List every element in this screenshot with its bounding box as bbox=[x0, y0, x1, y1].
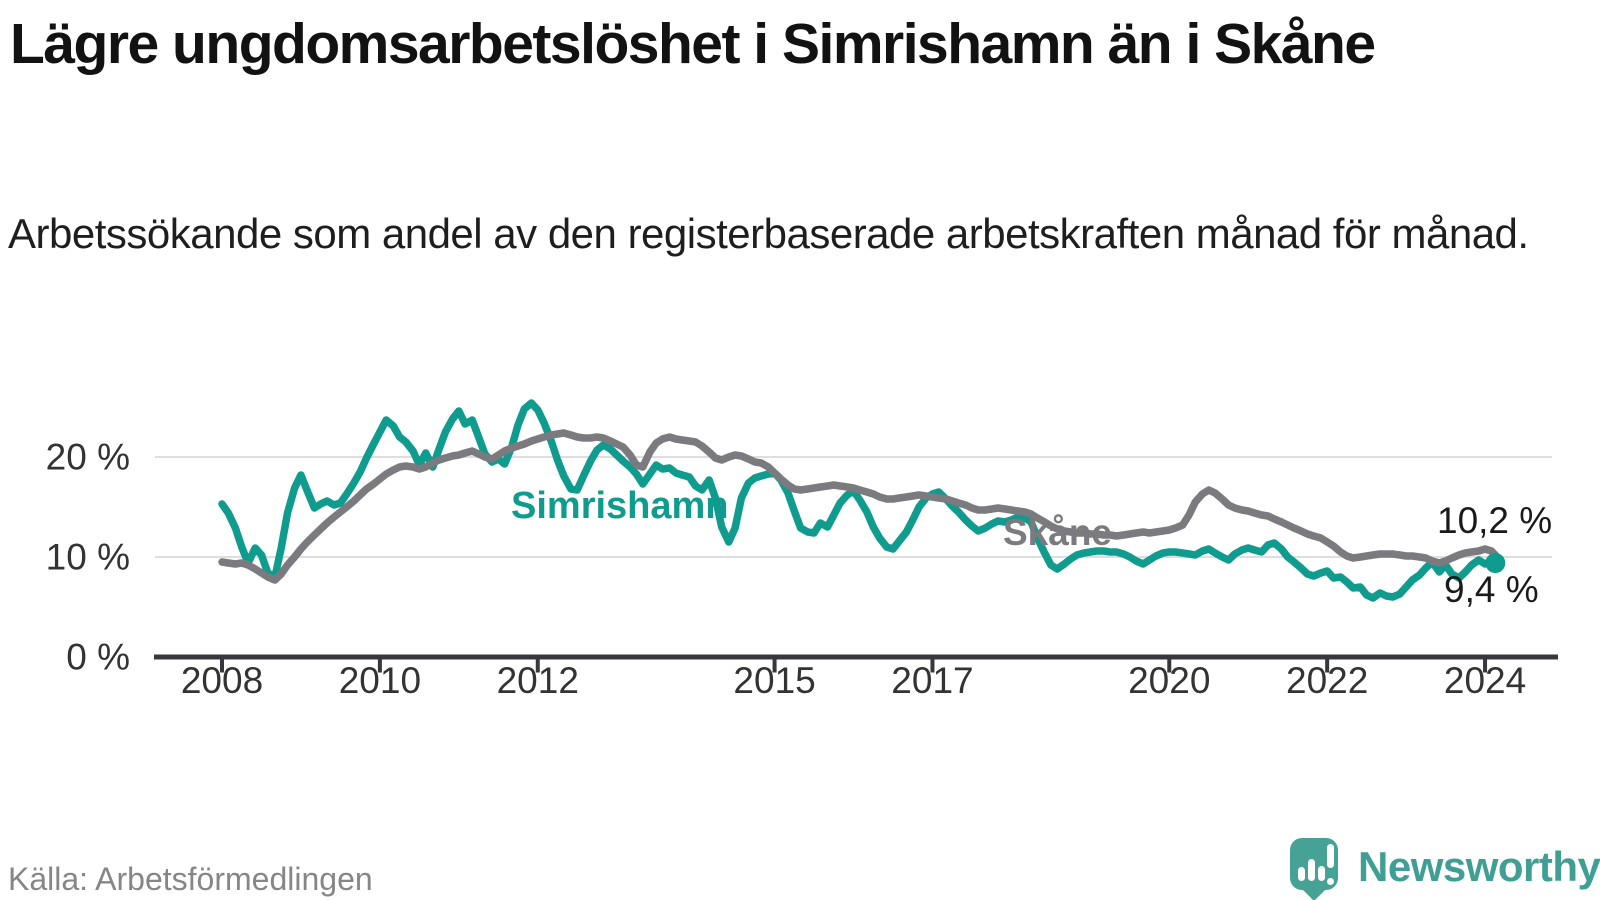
page-title: Lägre ungdomsarbetslöshet i Simrishamn ä… bbox=[10, 12, 1376, 76]
x-tick-2015 bbox=[772, 659, 777, 673]
logo-bar-1 bbox=[1298, 867, 1305, 881]
chart-subtitle: Arbetssökande som andel av den registerb… bbox=[8, 210, 1529, 257]
logo-exclamation-bar bbox=[1327, 844, 1334, 868]
newsworthy-logo: Newsworthy bbox=[1290, 838, 1600, 900]
x-axis-label-2022: 2022 bbox=[1286, 660, 1368, 701]
x-tick-2010 bbox=[377, 659, 382, 673]
logo-bar-2 bbox=[1308, 859, 1315, 881]
x-axis-label-2008: 2008 bbox=[181, 660, 263, 701]
x-axis-label-2010: 2010 bbox=[339, 660, 421, 701]
x-tick-2008 bbox=[220, 659, 224, 673]
end-value-label-skane: 10,2 % bbox=[1437, 500, 1553, 541]
bar-chart-pin-icon bbox=[1290, 838, 1338, 900]
x-tick-2012 bbox=[535, 659, 540, 673]
y-axis-label-10: 10 % bbox=[46, 537, 130, 578]
x-axis-label-2020: 2020 bbox=[1128, 660, 1210, 701]
logo-bar-3 bbox=[1318, 866, 1325, 881]
chart-plot-area: 0 % 10 % 20 % 2008 2010 2012 2015 2017 2020 2022 2… bbox=[46, 399, 1558, 701]
end-dot-simrishamn bbox=[1485, 553, 1506, 573]
series-label-simrishamn: Simrishamn bbox=[511, 485, 729, 527]
x-axis-line bbox=[154, 654, 1558, 660]
y-axis-label-0: 0 % bbox=[66, 637, 130, 678]
x-axis-label-2024: 2024 bbox=[1444, 660, 1526, 701]
x-axis-label-2017: 2017 bbox=[891, 660, 973, 701]
x-axis-label-2015: 2015 bbox=[733, 660, 815, 701]
line-simrishamn bbox=[218, 399, 1500, 602]
series-label-skane: Skåne bbox=[1003, 512, 1113, 553]
logo-exclamation-dot bbox=[1327, 878, 1334, 885]
x-tick-2024 bbox=[1483, 659, 1488, 673]
line-skne bbox=[218, 429, 1500, 584]
x-tick-2020 bbox=[1167, 659, 1172, 673]
x-axis-label-2012: 2012 bbox=[497, 660, 579, 701]
source-note: Källa: Arbetsförmedlingen bbox=[8, 861, 373, 897]
end-value-label-simrishamn: 9,4 % bbox=[1444, 569, 1539, 610]
x-tick-2017 bbox=[930, 659, 935, 673]
y-axis-label-20: 20 % bbox=[46, 437, 130, 478]
x-tick-2022 bbox=[1325, 659, 1330, 673]
newsworthy-wordmark: Newsworthy bbox=[1358, 843, 1600, 890]
